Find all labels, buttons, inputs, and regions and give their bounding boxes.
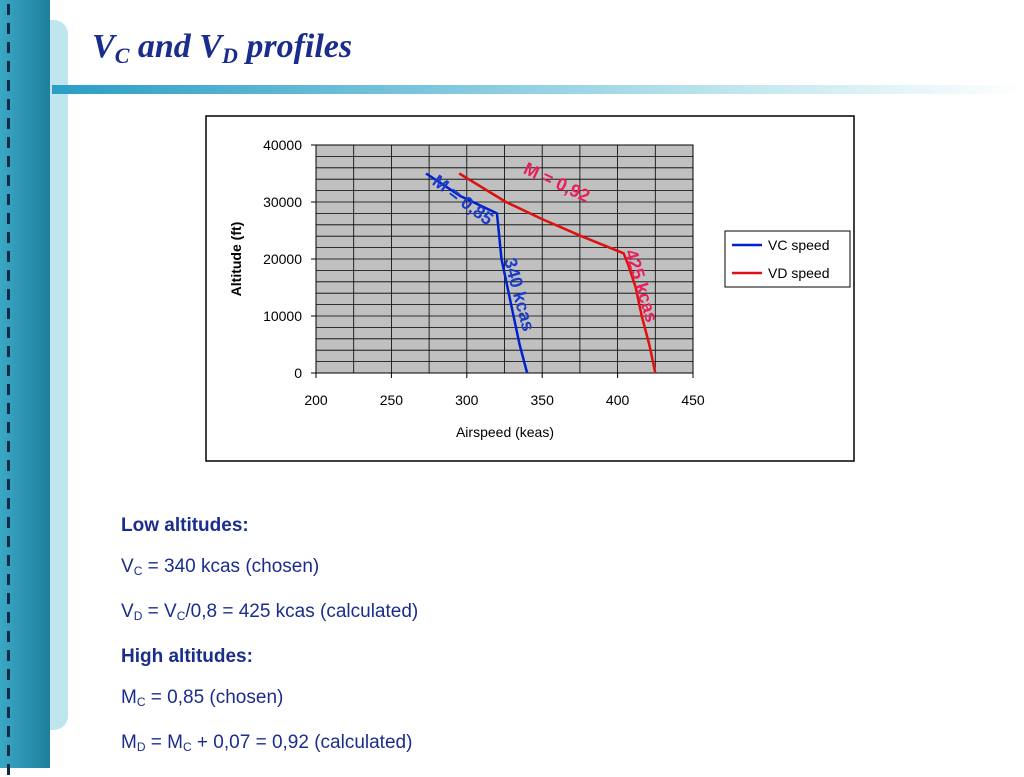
left-bar-dash (7, 441, 10, 452)
slide-left-bar (0, 0, 50, 775)
left-bar-dash (7, 631, 10, 642)
x-tick-label: 400 (606, 392, 630, 408)
left-bar-dash (7, 270, 10, 281)
series-line-vc-speed (425, 172, 529, 374)
x-tick-label: 300 (455, 392, 479, 408)
left-bar-dash (7, 213, 10, 224)
left-bar-dash (7, 4, 10, 15)
left-bar-dash (7, 650, 10, 661)
x-axis-label: Airspeed (keas) (456, 424, 554, 440)
left-bar-dash (7, 156, 10, 167)
series-line-vd-speed (458, 172, 657, 374)
left-bar-dash (7, 23, 10, 34)
y-tick-label: 30000 (263, 194, 302, 210)
x-tick-label: 200 (304, 392, 328, 408)
series-layer (425, 172, 657, 374)
left-bar-dash (7, 669, 10, 680)
left-bar-dash (7, 175, 10, 186)
left-bar-dash (7, 536, 10, 547)
left-bar-dash (7, 327, 10, 338)
y-tick-label: 10000 (263, 308, 302, 324)
y-tick-label: 0 (294, 365, 302, 381)
legend-label: VD speed (768, 265, 829, 281)
vc-note: VC = 340 kcas (chosen) (121, 556, 320, 578)
left-bar-dash (7, 194, 10, 205)
left-bar-dash (7, 42, 10, 53)
y-tick-label: 40000 (263, 137, 302, 153)
left-bar-dash (7, 498, 10, 509)
x-tick-label: 350 (531, 392, 555, 408)
left-bar-dash (7, 80, 10, 91)
left-bar-dash (7, 422, 10, 433)
left-bar-dash (7, 365, 10, 376)
left-bar-dash (7, 574, 10, 585)
left-bar-dash (7, 517, 10, 528)
left-bar-dash (7, 460, 10, 471)
md-note: MD = MC + 0,07 = 0,92 (calculated) (121, 732, 413, 754)
y-axis-label: Altitude (ft) (228, 222, 244, 297)
slide-left-wave (50, 20, 68, 730)
left-bar-dash (7, 612, 10, 623)
y-tick-label: 20000 (263, 251, 302, 267)
plot-grid (315, 144, 694, 374)
title-underline (52, 85, 1024, 94)
left-bar-dash (7, 308, 10, 319)
left-bar-dash (7, 289, 10, 300)
left-bar-dash (7, 555, 10, 566)
left-bar-dash (7, 384, 10, 395)
left-bar-dash (7, 137, 10, 148)
low-altitudes-heading: Low altitudes: (121, 515, 249, 536)
legend: VC speed VD speed (724, 230, 851, 288)
left-bar-dash (7, 61, 10, 72)
vd-note: VD = VC/0,8 = 425 kcas (calculated) (121, 601, 419, 623)
left-bar-dash (7, 593, 10, 604)
x-tick-label: 450 (681, 392, 705, 408)
legend-box (724, 230, 851, 288)
left-bar-dash (7, 707, 10, 718)
high-altitudes-heading: High altitudes: (121, 646, 253, 667)
x-tick-label: 250 (380, 392, 404, 408)
left-bar-dash (7, 118, 10, 129)
mc-note: MC = 0,85 (chosen) (121, 687, 284, 709)
left-bar-dash (7, 726, 10, 737)
left-bar-dash (7, 745, 10, 756)
slide-title: VC and VD profiles (92, 28, 353, 68)
left-bar-dash (7, 346, 10, 357)
left-bar-dash (7, 764, 10, 775)
left-bar-dash (7, 688, 10, 699)
left-bar-dash (7, 232, 10, 243)
axes: 200 250 300 350 400 450 0 10000 20000 30000 40000 (263, 137, 705, 408)
notes-list: Low altitudes: VC = 340 kcas (chosen) VD… (121, 515, 418, 777)
left-bar-dash (7, 251, 10, 262)
chart: 200 250 300 350 400 450010000200003000040000 … (205, 115, 855, 462)
legend-label: VC speed (768, 237, 829, 253)
left-bar-dash (7, 479, 10, 490)
left-bar-dash (7, 403, 10, 414)
left-bar-dash (7, 99, 10, 110)
